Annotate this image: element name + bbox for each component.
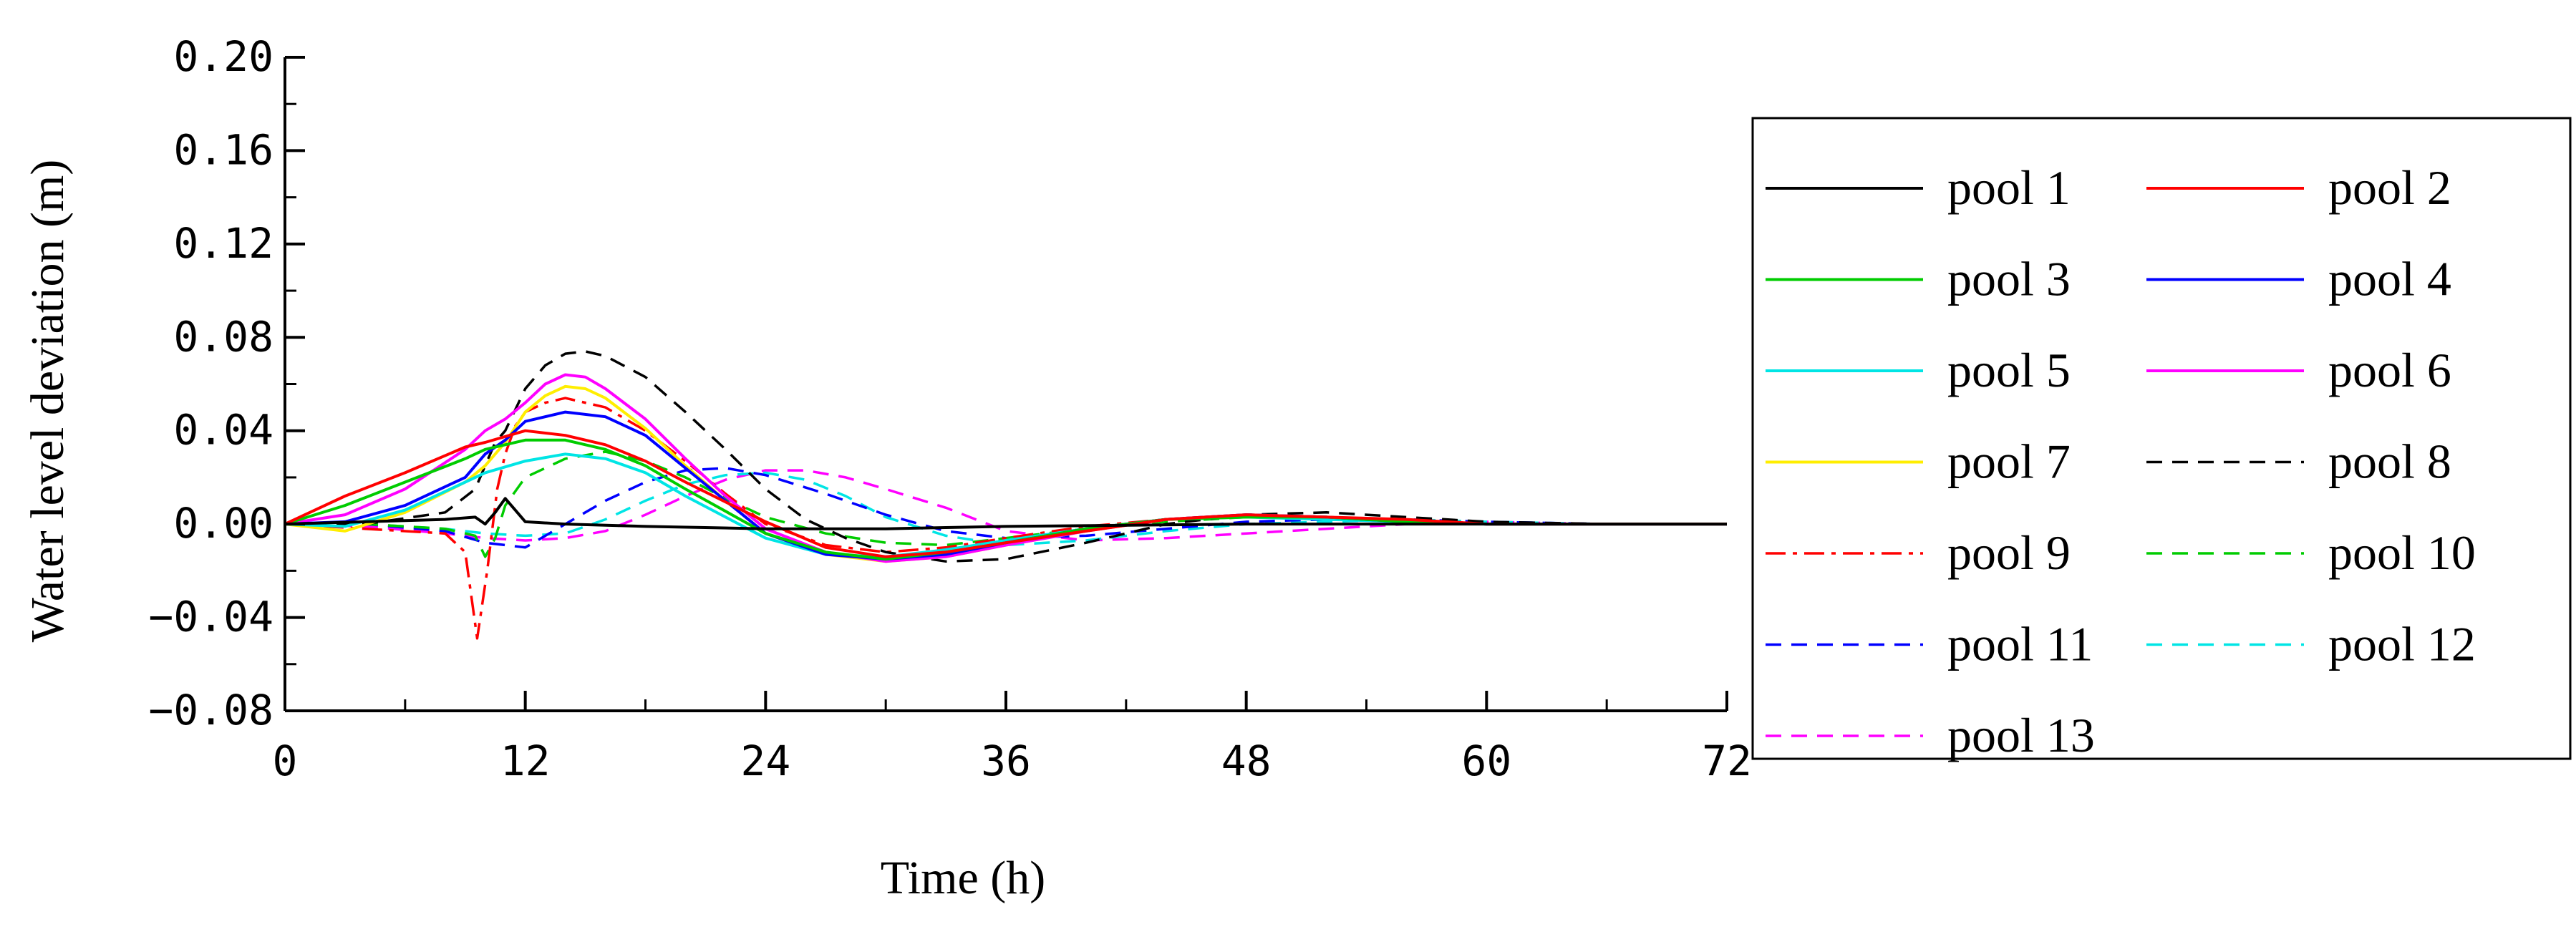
legend-label: pool 3 <box>1947 252 2071 306</box>
y-tick-label: 0.04 <box>173 406 273 455</box>
y-tick-label: 0.16 <box>173 125 273 174</box>
legend-label: pool 13 <box>1947 708 2095 762</box>
legend-label: pool 6 <box>2328 343 2451 397</box>
legend-item-pool-4: pool 4 <box>2146 252 2451 306</box>
legend-item-pool-11: pool 11 <box>1766 617 2093 671</box>
legend-item-pool-7: pool 7 <box>1766 435 2071 489</box>
y-tick-label: 0.12 <box>173 219 273 268</box>
legend-box <box>1751 117 2572 760</box>
legend-item-pool-12: pool 12 <box>2146 617 2476 671</box>
y-tick-label: 0.00 <box>173 499 273 548</box>
y-tick-label: 0.08 <box>173 312 273 361</box>
legend-label: pool 11 <box>1947 617 2093 671</box>
legend: pool 1 pool 2 pool 3 pool 4 pool 5 pool 6 pool… <box>1751 117 2572 762</box>
legend-item-pool-8: pool 8 <box>2146 435 2451 489</box>
x-tick-label: 24 <box>740 737 790 785</box>
legend-item-pool-5: pool 5 <box>1766 343 2071 397</box>
y-ticks: −0.08 −0.04 0.00 0.04 0.08 0.12 0.16 0.20 <box>148 32 305 734</box>
legend-label: pool 8 <box>2328 435 2451 489</box>
legend-item-pool-6: pool 6 <box>2146 343 2451 397</box>
series-group <box>284 350 1727 640</box>
legend-label: pool 5 <box>1947 343 2071 397</box>
series-line-pool-2 <box>284 429 1727 558</box>
y-tick-label: −0.04 <box>148 593 273 641</box>
legend-label: pool 9 <box>1947 525 2071 580</box>
legend-item-pool-1: pool 1 <box>1766 160 2071 215</box>
y-tick-label: 0.20 <box>173 32 273 81</box>
x-tick-label: 36 <box>981 737 1031 785</box>
series-line-pool-1 <box>284 497 1727 530</box>
x-tick-label: 60 <box>1461 737 1511 785</box>
x-tick-label: 48 <box>1221 737 1272 785</box>
series-line-pool-12 <box>285 471 1727 547</box>
y-tick-label: −0.08 <box>148 686 273 734</box>
legend-label: pool 1 <box>1947 160 2071 215</box>
plot-area: 0 12 24 36 48 60 72 −0.08 −0.04 0.00 0.04 0.08 0.12… <box>148 32 1752 785</box>
legend-label: pool 2 <box>2328 160 2451 215</box>
legend-items: pool 1 pool 2 pool 3 pool 4 pool 5 pool 6 pool… <box>1766 160 2476 762</box>
legend-label: pool 10 <box>2328 525 2476 580</box>
x-tick-label: 72 <box>1702 737 1752 785</box>
x-ticks: 0 12 24 36 48 60 72 <box>273 691 1752 785</box>
x-axis-title: Time (h) <box>881 852 1045 904</box>
legend-item-pool-9: pool 9 <box>1766 525 2071 580</box>
legend-item-pool-13: pool 13 <box>1766 708 2095 762</box>
legend-item-pool-2: pool 2 <box>2146 160 2451 215</box>
legend-label: pool 4 <box>2328 252 2451 306</box>
legend-label: pool 12 <box>2328 617 2476 671</box>
legend-item-pool-10: pool 10 <box>2146 525 2476 580</box>
x-tick-label: 0 <box>273 737 298 785</box>
legend-item-pool-3: pool 3 <box>1766 252 2071 306</box>
legend-label: pool 7 <box>1947 435 2071 489</box>
series-line-pool-13 <box>284 469 1727 542</box>
y-axis-title: Water level deviation (m) <box>21 160 74 643</box>
x-tick-label: 12 <box>500 737 551 785</box>
